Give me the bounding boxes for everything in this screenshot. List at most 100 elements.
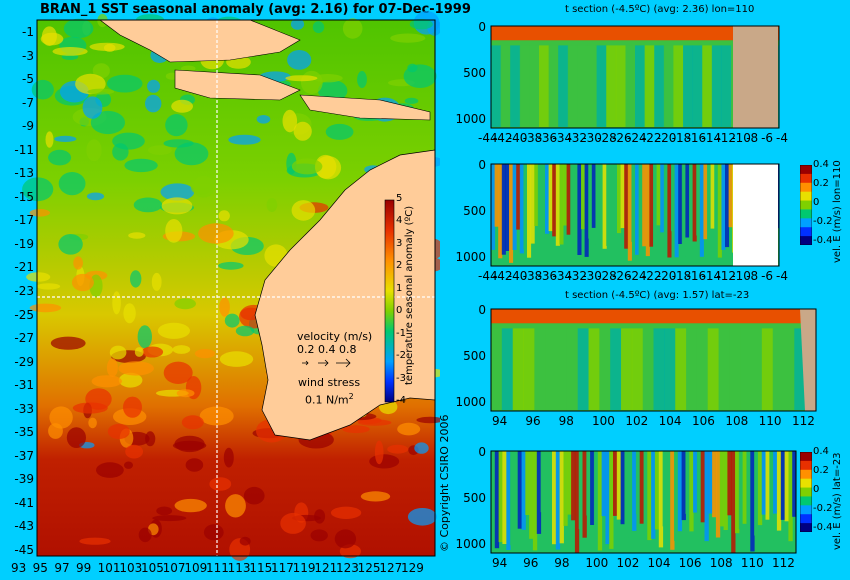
velocity-column bbox=[727, 451, 732, 516]
map-y-tick: -29 bbox=[14, 354, 34, 369]
temperature-column bbox=[566, 328, 579, 410]
anomaly-patch bbox=[157, 322, 190, 339]
section-x-tick: -12 bbox=[716, 269, 736, 283]
section-x-tick: -14 bbox=[701, 131, 722, 145]
anomaly-patch bbox=[72, 402, 108, 414]
anomaly-patch bbox=[318, 80, 348, 102]
temperature-column bbox=[664, 328, 676, 410]
velocity-column bbox=[631, 164, 636, 242]
anomaly-patch bbox=[73, 256, 83, 270]
section-x-tick: -20 bbox=[656, 131, 677, 145]
velocity-column bbox=[544, 451, 549, 539]
map-y-tick: -1 bbox=[22, 25, 34, 39]
velocity-column bbox=[512, 164, 517, 250]
section-x-tick: 102 bbox=[625, 414, 649, 428]
land-java bbox=[174, 69, 301, 101]
map-y-tick: -39 bbox=[14, 472, 34, 487]
velocity-column bbox=[613, 451, 618, 516]
map-x-tick: 101 bbox=[97, 561, 121, 575]
section-x-tick: 104 bbox=[647, 556, 671, 570]
temperature-column bbox=[577, 45, 588, 127]
map-y-tick: -33 bbox=[14, 401, 34, 416]
anomaly-patch bbox=[123, 303, 136, 324]
velocity-column bbox=[663, 164, 668, 241]
section-plot-p3[interactable] bbox=[490, 308, 817, 412]
section-x-tick: -30 bbox=[582, 131, 602, 145]
velocity-column bbox=[494, 164, 499, 227]
map-y-tick: -3 bbox=[22, 48, 34, 63]
velocity-column bbox=[746, 451, 751, 541]
temperature-column bbox=[692, 45, 703, 127]
section-y-tick: 1000 bbox=[455, 111, 486, 126]
velocity-column bbox=[540, 451, 545, 513]
anomaly-patch bbox=[118, 372, 143, 388]
section-title-p3: t section (-4.5ºC) (avg: 1.57) lat=-23 bbox=[565, 290, 750, 301]
anomaly-patch bbox=[209, 477, 232, 491]
temperature-column bbox=[621, 328, 633, 410]
anomaly-patch bbox=[87, 88, 115, 95]
velocity-column bbox=[735, 451, 740, 534]
section-x-tick: 96 bbox=[525, 414, 541, 428]
section-plot-p4[interactable] bbox=[490, 450, 797, 554]
section-y-tick: 500 bbox=[463, 203, 486, 218]
anomaly-patch bbox=[103, 43, 116, 52]
temperature-column bbox=[663, 45, 674, 127]
anomaly-patch bbox=[342, 425, 370, 434]
temperature-column bbox=[783, 328, 795, 410]
velocity-column bbox=[731, 451, 736, 553]
anomaly-patch bbox=[374, 440, 384, 465]
velocity-column bbox=[620, 164, 625, 229]
velocity-column bbox=[590, 451, 595, 525]
section-x-tick: -22 bbox=[641, 269, 662, 283]
temperature-column bbox=[588, 328, 600, 410]
velocity-column bbox=[681, 164, 686, 257]
anomaly-patch bbox=[300, 70, 323, 94]
map-x-tick: 121 bbox=[314, 561, 338, 575]
anomaly-patch bbox=[243, 486, 265, 505]
velocity-column bbox=[570, 164, 575, 240]
velocity-column bbox=[656, 164, 661, 226]
velocity-column bbox=[501, 164, 506, 255]
velocity-column bbox=[700, 451, 705, 523]
velocity-column bbox=[578, 451, 583, 530]
velocity-column bbox=[624, 451, 629, 538]
velocity-column bbox=[548, 164, 553, 232]
section-x-tick: 106 bbox=[692, 414, 715, 428]
anomaly-patch bbox=[185, 458, 204, 472]
temperature-column bbox=[631, 328, 644, 410]
section-plot-p1[interactable] bbox=[490, 25, 780, 129]
section-y-tick: 500 bbox=[463, 348, 486, 363]
section-x-tick: -22 bbox=[641, 131, 662, 145]
section-x-tick: -44 bbox=[478, 131, 498, 145]
velocity-colorbar-tick: 0.4 bbox=[813, 159, 829, 170]
map-x-tick: 111 bbox=[206, 561, 229, 575]
anomaly-patch bbox=[172, 440, 207, 451]
map-x-tick: 123 bbox=[336, 561, 359, 575]
anomaly-patch bbox=[123, 396, 142, 418]
velocity-colorbar-tick: 0.2 bbox=[813, 178, 829, 189]
velocity-column bbox=[573, 164, 578, 228]
section-x-tick: -40 bbox=[507, 269, 528, 283]
anomaly-patch bbox=[181, 65, 196, 72]
velocity-colorbar-tick: 0.4 bbox=[813, 446, 829, 457]
velocity-column bbox=[552, 451, 557, 545]
sst-anomaly-map[interactable] bbox=[0, 0, 440, 580]
anomaly-patch bbox=[369, 454, 400, 469]
section-plot-p2[interactable] bbox=[490, 163, 780, 267]
velocity-column bbox=[714, 164, 719, 264]
colorbar-tick: 4 bbox=[396, 215, 403, 227]
velocity-column bbox=[498, 451, 503, 543]
map-x-tick: 125 bbox=[357, 561, 381, 575]
section-x-tick: -20 bbox=[656, 269, 677, 283]
temperature-column bbox=[567, 45, 578, 127]
velocity-column bbox=[537, 164, 542, 227]
map-y-tick: -35 bbox=[14, 425, 34, 440]
velocity-column bbox=[521, 451, 526, 530]
velocity-column bbox=[651, 451, 656, 539]
velocity-column bbox=[689, 164, 694, 240]
velocity-column bbox=[703, 164, 708, 240]
velocity-column bbox=[773, 451, 778, 514]
velocity-column bbox=[577, 164, 582, 255]
anomaly-patch bbox=[414, 442, 429, 454]
temperature-column bbox=[751, 328, 763, 410]
